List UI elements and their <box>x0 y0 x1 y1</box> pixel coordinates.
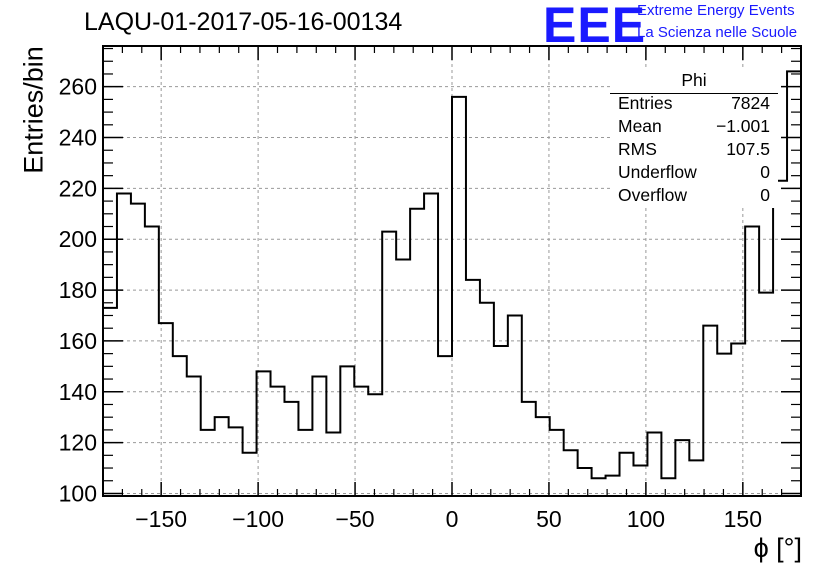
x-tick-label: 100 <box>627 506 665 532</box>
stats-value: −1.001 <box>715 116 770 136</box>
y-tick-label: 120 <box>59 430 97 456</box>
stats-label: RMS <box>618 139 657 159</box>
x-tick-label: −100 <box>232 506 284 532</box>
x-tick-label: 150 <box>724 506 762 532</box>
stats-value: 107.5 <box>726 139 770 159</box>
stats-row-rms: RMS 107.5 <box>618 139 770 161</box>
logo-line-1: Extreme Energy Events <box>637 2 795 19</box>
x-tick-label: −50 <box>336 506 375 532</box>
x-tick-label: −150 <box>135 506 187 532</box>
y-axis-label: Entries/bin <box>18 46 49 174</box>
axis-tick-labels: −150 −100 −50 0 50 100 150 100 120 140 160 180 200 22… <box>59 74 762 532</box>
y-tick-label: 160 <box>59 328 97 354</box>
stats-value: 0 <box>760 162 770 182</box>
stats-row-overflow: Overflow 0 <box>618 185 770 207</box>
histogram-series-line <box>103 70 801 480</box>
stats-row-entries: Entries 7824 <box>618 93 770 115</box>
stats-row-underflow: Underflow 0 <box>618 162 770 184</box>
stats-value: 7824 <box>731 93 770 113</box>
y-tick-label: 200 <box>59 226 97 252</box>
x-tick-label: 0 <box>446 506 459 532</box>
y-tick-label: 180 <box>59 277 97 303</box>
y-tick-label: 100 <box>59 480 97 506</box>
logo-line-2: La Scienza nelle Scuole <box>637 24 798 41</box>
stats-value: 0 <box>760 185 770 205</box>
y-tick-label: 220 <box>59 175 97 201</box>
stats-title: Phi <box>610 70 778 94</box>
y-tick-label: 140 <box>59 379 97 405</box>
x-axis-label: ϕ [°] <box>753 533 802 563</box>
y-tick-label: 240 <box>59 125 97 151</box>
stats-label: Overflow <box>618 185 688 205</box>
eee-logo: EEE <box>543 0 647 53</box>
y-tick-label: 260 <box>59 74 97 100</box>
axis-ticks <box>103 46 802 496</box>
stats-label: Entries <box>618 93 673 113</box>
stats-label: Mean <box>618 116 662 136</box>
chart-title: LAQU-01-2017-05-16-00134 <box>84 8 403 36</box>
stats-row-mean: Mean −1.001 <box>618 116 770 138</box>
stats-label: Underflow <box>618 162 697 182</box>
x-tick-label: 50 <box>536 506 562 532</box>
stats-box: Phi Entries 7824 Mean −1.001 RMS 107.5 U… <box>610 70 778 208</box>
